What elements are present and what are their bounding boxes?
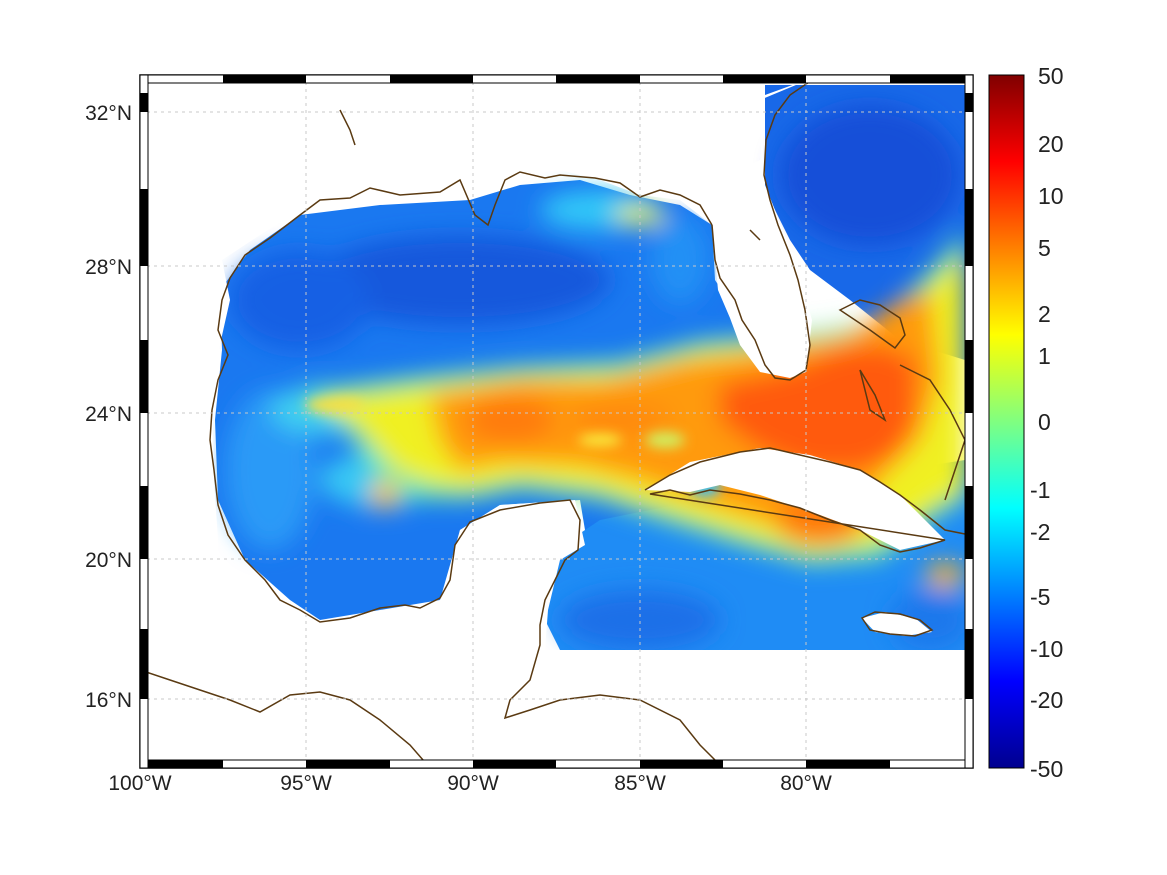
lon-label: 100°W xyxy=(108,772,171,795)
data-field xyxy=(140,75,973,768)
lat-label: 24°N xyxy=(85,403,132,426)
lon-label: 80°W xyxy=(780,772,832,795)
lon-labels: 100°W 95°W 90°W 85°W 80°W xyxy=(108,772,832,795)
colorbar-label: -20 xyxy=(1030,687,1063,713)
lat-label: 20°N xyxy=(85,549,132,572)
gridlines xyxy=(140,75,973,768)
colorbar xyxy=(988,74,1025,769)
lat-labels: 32°N 28°N 24°N 20°N 16°N xyxy=(85,102,132,712)
colorbar-label: -1 xyxy=(1030,477,1050,503)
florida-land xyxy=(700,75,820,378)
west-land xyxy=(140,75,765,768)
colorbar-label: 20 xyxy=(1038,131,1064,157)
colorbar-label: 10 xyxy=(1038,183,1064,209)
lon-label: 90°W xyxy=(447,772,499,795)
colorbar-label: 5 xyxy=(1038,235,1051,261)
colorbar-label: 1 xyxy=(1038,343,1051,369)
map-frame xyxy=(139,74,974,769)
lat-label: 32°N xyxy=(85,102,132,125)
colorbar-label: -10 xyxy=(1030,636,1063,662)
colorbar-label: 2 xyxy=(1038,301,1051,327)
south-land xyxy=(555,650,973,768)
colorbar-label: 50 xyxy=(1038,63,1064,89)
lon-label: 85°W xyxy=(614,772,666,795)
colorbar-label: -2 xyxy=(1030,519,1050,545)
colorbar-label: -50 xyxy=(1030,756,1063,782)
lat-label: 28°N xyxy=(85,256,132,279)
colorbar-label: -5 xyxy=(1030,584,1050,610)
lat-label: 16°N xyxy=(85,689,132,712)
lon-label: 95°W xyxy=(280,772,332,795)
coastlines xyxy=(140,75,971,768)
cuba-land xyxy=(645,448,945,550)
colorbar-labels: 50 20 10 5 2 1 0 -1 -2 -5 -10 -20 -50 xyxy=(1030,63,1064,782)
colorbar-label: 0 xyxy=(1038,409,1051,435)
